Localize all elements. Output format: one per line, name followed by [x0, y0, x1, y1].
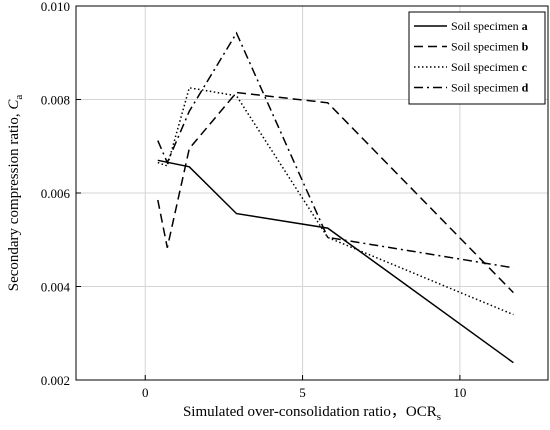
x-axis-label-text: Simulated over-consolidation ratio，OCR	[183, 404, 437, 420]
legend: Soil specimen a Soil specimen b Soil speci…	[408, 11, 546, 105]
y-tick-label: 0.004	[41, 280, 71, 295]
ticks: 0 5 10 0.002 0.004 0.006 0.008 0.010	[41, 0, 467, 400]
series-line-d	[157, 31, 514, 269]
legend-label-b: Soil specimen b	[451, 40, 529, 54]
x-axis-label: Simulated over-consolidation ratio，OCRs	[183, 404, 441, 423]
y-axis-label-text: Secondary compression ratio,	[6, 110, 22, 292]
legend-label-c: Soil specimen c	[451, 60, 528, 74]
y-axis-label-variable: C	[6, 99, 22, 110]
legend-box	[408, 11, 546, 105]
series-line-c	[157, 86, 514, 316]
y-axis-label: Secondary compression ratio, Ca	[6, 95, 25, 292]
legend-label-a: Soil specimen a	[451, 19, 528, 33]
legend-label-d: Soil specimen d	[451, 81, 529, 95]
y-tick-label: 0.010	[41, 0, 70, 14]
y-tick-label: 0.008	[41, 93, 70, 108]
x-tick-label: 5	[299, 385, 306, 400]
x-axis-label-subscript: s	[437, 411, 441, 423]
y-tick-label: 0.002	[41, 373, 70, 388]
series-layer	[157, 31, 514, 364]
y-axis-label-subscript: a	[13, 95, 25, 100]
x-tick-label: 10	[453, 385, 466, 400]
y-tick-label: 0.006	[41, 186, 71, 201]
series-line-a	[157, 159, 514, 364]
series-line-b	[157, 91, 514, 294]
x-tick-label: 0	[142, 385, 149, 400]
